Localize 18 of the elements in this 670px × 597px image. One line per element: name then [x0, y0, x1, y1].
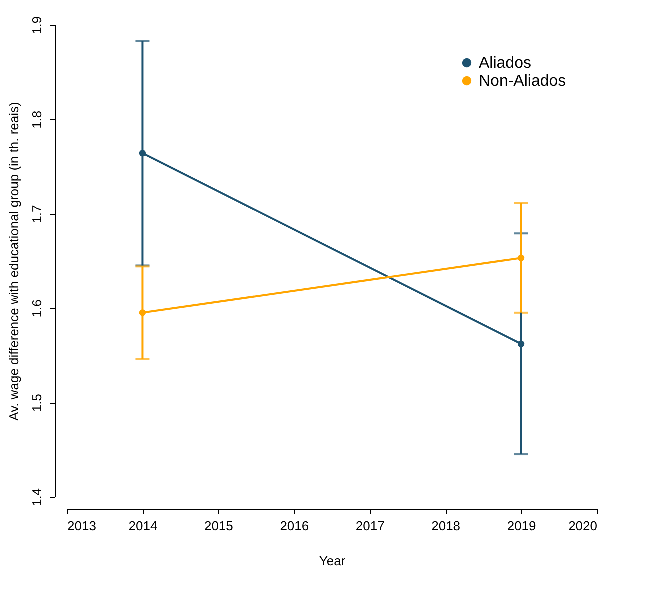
x-tick-label: 2015 — [204, 518, 234, 534]
y-tick-label: 1.5 — [30, 394, 44, 412]
legend-label: Aliados — [479, 55, 532, 72]
y-tick-label: 1.8 — [30, 110, 44, 129]
x-tick-label: 2019 — [507, 518, 536, 534]
legend-label: Non-Aliados — [479, 73, 566, 90]
x-tick-label: 2017 — [356, 518, 385, 534]
y-axis-title: Av. wage difference with educational group (in th. reais) — [6, 102, 22, 421]
y-tick-label: 1.7 — [30, 205, 44, 224]
x-tick-label: 2016 — [280, 518, 310, 534]
x-tick-label: 2018 — [432, 518, 461, 534]
x-axis-title: Year — [319, 554, 346, 568]
x-tick-label: 2013 — [68, 518, 96, 534]
y-tick-label: 1.6 — [30, 300, 44, 318]
y-tick-label: 1.4 — [30, 488, 44, 507]
y-tick-label: 1.9 — [30, 16, 44, 35]
x-tick-label: 2014 — [128, 518, 158, 534]
x-tick-label: 2020 — [568, 518, 598, 534]
